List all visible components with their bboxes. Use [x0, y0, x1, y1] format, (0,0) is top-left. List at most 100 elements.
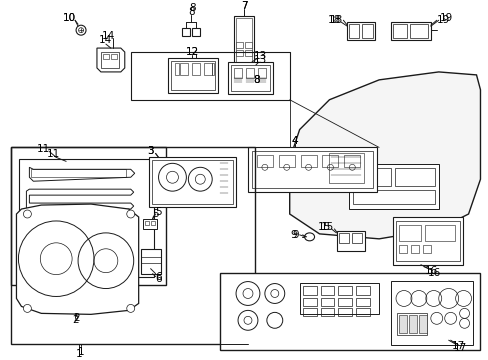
Ellipse shape	[304, 233, 314, 241]
Text: 8: 8	[189, 3, 195, 13]
Bar	[337, 231, 365, 251]
Bar	[396, 313, 426, 335]
Bar	[410, 245, 418, 253]
Text: 1: 1	[78, 347, 84, 357]
Bar	[192, 63, 200, 75]
Bar	[322, 156, 338, 167]
Bar	[231, 65, 269, 91]
Bar	[408, 315, 416, 333]
Bar	[356, 298, 369, 306]
Bar	[356, 309, 369, 316]
Polygon shape	[17, 204, 139, 314]
Text: 1: 1	[76, 349, 82, 359]
Bar	[144, 221, 148, 225]
Bar	[278, 156, 294, 167]
Text: 5: 5	[152, 209, 159, 219]
Bar	[394, 168, 434, 186]
Polygon shape	[29, 167, 134, 181]
Text: 10: 10	[62, 13, 76, 23]
Bar	[244, 42, 251, 48]
Bar	[204, 63, 212, 75]
Bar	[390, 22, 430, 40]
Bar	[245, 68, 253, 78]
Bar	[148, 157, 236, 207]
Bar	[344, 156, 360, 167]
Ellipse shape	[23, 305, 31, 312]
Text: 16: 16	[424, 266, 438, 276]
Bar	[168, 58, 218, 93]
Text: 7: 7	[240, 1, 247, 12]
Bar	[130, 52, 289, 100]
Text: 12: 12	[185, 47, 199, 57]
Bar	[348, 164, 438, 209]
Polygon shape	[97, 48, 124, 72]
Bar	[256, 156, 272, 167]
Bar	[236, 70, 243, 77]
Ellipse shape	[126, 210, 134, 218]
Text: 9: 9	[290, 230, 296, 240]
Text: 5: 5	[155, 207, 162, 217]
Text: 11: 11	[46, 149, 60, 159]
Bar	[362, 24, 372, 38]
Text: 3: 3	[147, 147, 154, 156]
Text: 16: 16	[427, 267, 441, 278]
Text: 3: 3	[147, 147, 154, 156]
Bar	[251, 152, 372, 188]
Bar	[295, 148, 366, 187]
Text: 6: 6	[155, 271, 162, 282]
Bar	[101, 52, 119, 68]
Bar	[234, 16, 253, 71]
Bar	[151, 160, 233, 204]
Bar	[302, 285, 316, 296]
Bar	[338, 309, 351, 316]
Ellipse shape	[126, 305, 134, 312]
Polygon shape	[26, 189, 133, 212]
Text: 9: 9	[292, 230, 298, 240]
Text: 19: 19	[436, 15, 449, 25]
Bar	[398, 315, 406, 333]
Bar	[395, 221, 459, 261]
Text: 13: 13	[254, 55, 267, 65]
Text: 13: 13	[254, 51, 267, 61]
Text: 18: 18	[327, 15, 340, 25]
Bar	[356, 285, 369, 296]
Bar	[20, 159, 153, 276]
Bar	[299, 152, 329, 165]
Bar	[175, 63, 179, 75]
Bar	[418, 315, 426, 333]
Bar	[220, 273, 480, 350]
Bar	[320, 309, 334, 316]
Text: 17: 17	[453, 343, 466, 353]
Bar	[192, 28, 200, 36]
Ellipse shape	[23, 210, 31, 218]
Polygon shape	[289, 72, 480, 239]
Bar	[31, 169, 125, 177]
Bar	[302, 309, 316, 316]
Bar	[300, 156, 316, 167]
Text: 4: 4	[291, 136, 297, 147]
Bar	[392, 24, 406, 38]
Bar	[102, 54, 109, 59]
Text: 12: 12	[185, 47, 199, 57]
Bar	[333, 152, 363, 165]
Bar	[212, 63, 214, 75]
Bar	[236, 42, 243, 48]
Bar	[236, 18, 251, 69]
Text: 10: 10	[62, 13, 76, 23]
Bar	[247, 148, 376, 192]
Text: 14: 14	[102, 31, 115, 41]
Text: 15: 15	[320, 222, 333, 232]
Bar	[142, 219, 156, 229]
Bar	[409, 24, 427, 38]
Bar	[338, 285, 351, 296]
Bar	[320, 298, 334, 306]
Text: 2: 2	[72, 315, 78, 325]
Bar	[227, 62, 272, 94]
Bar	[12, 148, 165, 284]
Text: 11: 11	[37, 144, 50, 154]
Text: 19: 19	[439, 13, 452, 23]
Bar	[244, 50, 251, 56]
Bar	[150, 221, 154, 225]
Bar	[257, 68, 265, 78]
Bar	[352, 190, 434, 204]
